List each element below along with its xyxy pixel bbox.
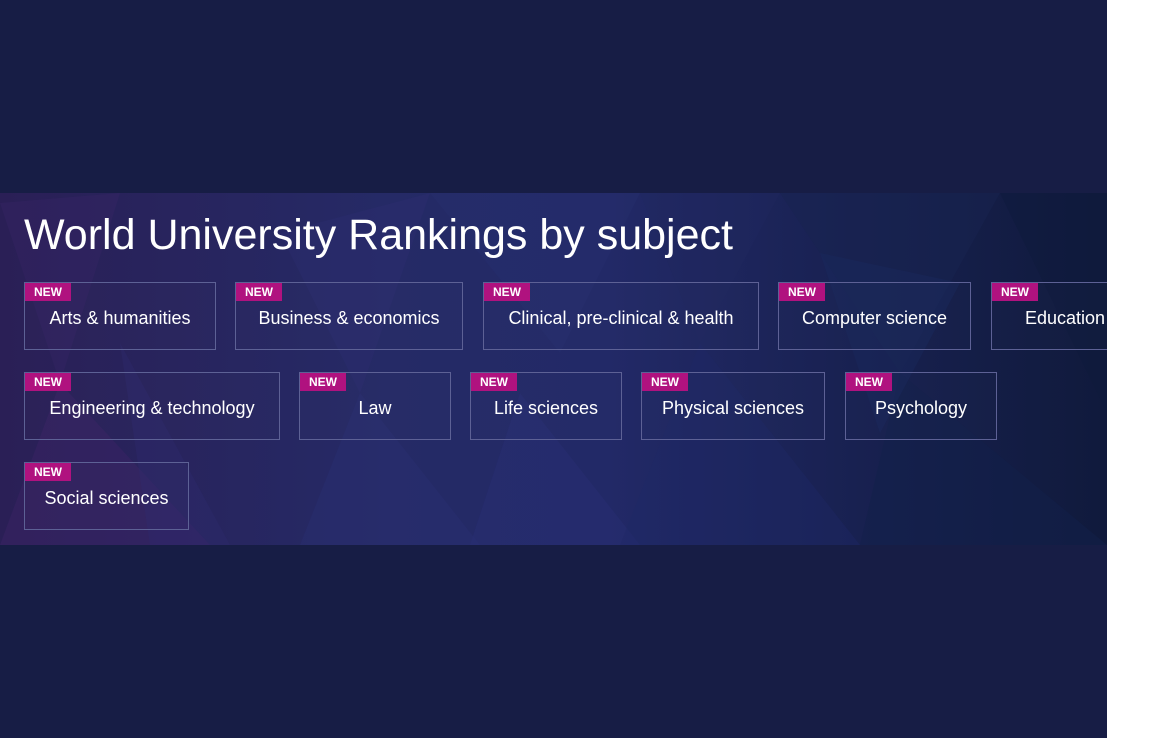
subject-label: Clinical, pre-clinical & health [508,308,734,328]
new-badge: NEW [236,283,282,301]
subject-label: Business & economics [258,308,440,328]
section-title: World University Rankings by subject [24,211,733,259]
page: World University Rankings by subject NEW… [0,0,1107,738]
subject-tile-psychology[interactable]: NEW Psychology [845,372,997,440]
subject-label: Physical sciences [661,398,805,418]
subject-label: Social sciences [44,488,169,508]
subject-label: Arts & humanities [49,308,191,328]
new-badge: NEW [471,373,517,391]
subject-label: Law [358,398,392,418]
subject-tile-arts-humanities[interactable]: NEW Arts & humanities [24,282,216,350]
new-badge: NEW [779,283,825,301]
new-badge: NEW [992,283,1038,301]
new-badge: NEW [25,463,71,481]
subject-label: Psychology [874,398,968,418]
rankings-banner: World University Rankings by subject NEW… [0,193,1107,545]
background-facets [0,193,1107,545]
subject-tile-engineering-technology[interactable]: NEW Engineering & technology [24,372,280,440]
subject-tile-business-economics[interactable]: NEW Business & economics [235,282,463,350]
subject-label: Engineering & technology [49,398,255,418]
subject-label: Education [1025,308,1106,328]
subject-tile-social-sciences[interactable]: NEW Social sciences [24,462,189,530]
new-badge: NEW [846,373,892,391]
subject-label: Computer science [801,308,948,328]
subject-tile-physical-sciences[interactable]: NEW Physical sciences [641,372,825,440]
new-badge: NEW [25,373,71,391]
subject-tile-clinical-health[interactable]: NEW Clinical, pre-clinical & health [483,282,759,350]
subject-tile-education[interactable]: NEW Education [991,282,1107,350]
subject-tile-life-sciences[interactable]: NEW Life sciences [470,372,622,440]
subject-tile-computer-science[interactable]: NEW Computer science [778,282,971,350]
new-badge: NEW [642,373,688,391]
new-badge: NEW [300,373,346,391]
new-badge: NEW [25,283,71,301]
new-badge: NEW [484,283,530,301]
subject-label: Life sciences [493,398,599,418]
subject-tile-law[interactable]: NEW Law [299,372,451,440]
